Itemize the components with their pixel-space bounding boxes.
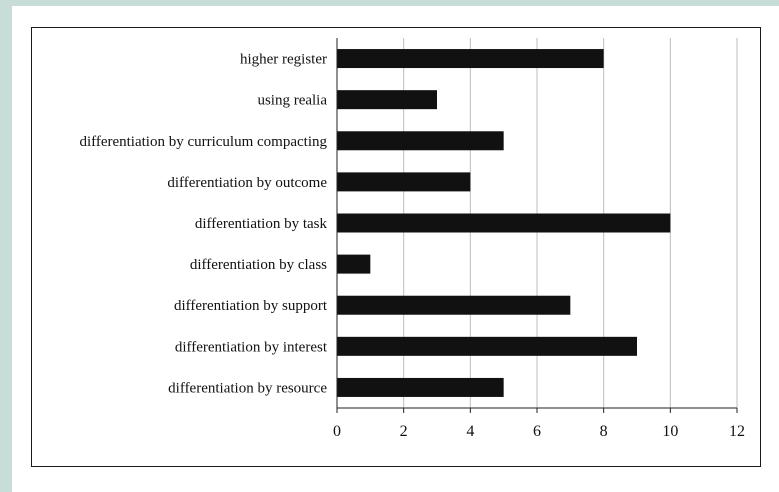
x-tick-label: 8: [600, 423, 608, 440]
category-labels: higher register using realia differentiati…: [79, 52, 327, 397]
x-tick-labels: 0 2 4 6 8 10 12: [333, 423, 745, 440]
bar-chart: higher register using realia differentiati…: [79, 38, 745, 440]
bar: [337, 295, 571, 315]
x-tick-label: 4: [466, 423, 474, 440]
bars: [337, 49, 671, 397]
bar: [337, 377, 504, 397]
category-label: differentiation by resource: [168, 380, 327, 396]
bar: [337, 172, 471, 192]
category-label: differentiation by interest: [175, 339, 328, 355]
x-tick-label: 10: [662, 423, 678, 440]
category-label: differentiation by support: [174, 298, 328, 314]
category-label: differentiation by outcome: [167, 175, 327, 191]
category-label: using realia: [257, 93, 327, 109]
x-tick-label: 6: [533, 423, 541, 440]
category-label: differentiation by class: [190, 257, 327, 273]
bar: [337, 90, 437, 110]
axes: [336, 38, 738, 413]
bar: [337, 254, 371, 274]
page-background: higher register using realia differentiati…: [12, 6, 779, 492]
x-tick-label: 2: [400, 423, 408, 440]
chart-frame: higher register using realia differentiati…: [31, 27, 761, 467]
x-tick-label: 0: [333, 423, 341, 440]
x-tick-label: 12: [729, 423, 745, 440]
bar: [337, 336, 637, 356]
category-label: differentiation by task: [195, 216, 328, 232]
bar: [337, 131, 504, 151]
bar: [337, 49, 604, 69]
category-label: differentiation by curriculum compacting: [79, 134, 327, 150]
category-label: higher register: [240, 52, 327, 68]
bar: [337, 213, 671, 233]
